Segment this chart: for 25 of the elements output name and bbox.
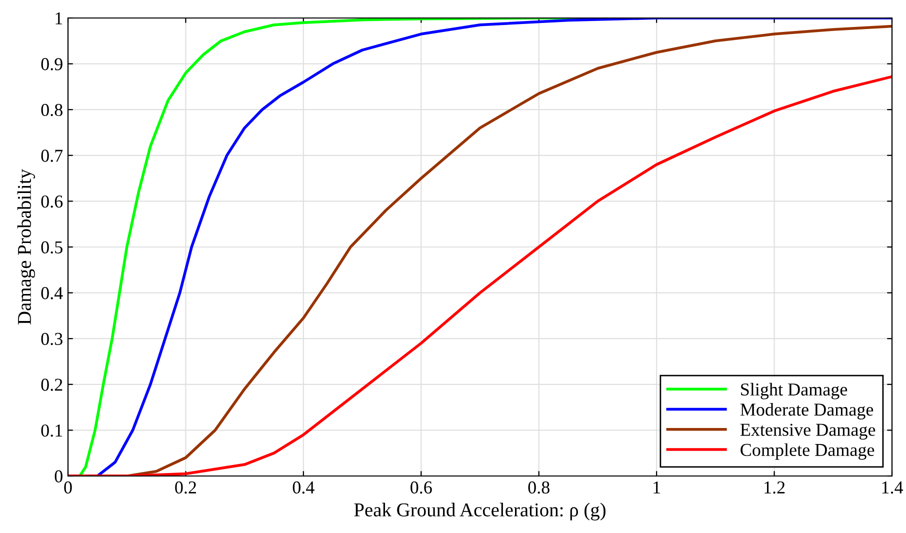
y-tick-label: 0.4: [41, 287, 63, 300]
legend-label: Extensive Damage: [740, 424, 876, 440]
legend-label: Complete Damage: [740, 443, 874, 460]
x-tick-label: 1.2: [764, 481, 785, 494]
y-tick-label: 0.6: [41, 195, 63, 208]
x-tick-label: 0.4: [292, 481, 314, 494]
x-tick-label: 0.8: [528, 481, 550, 494]
y-tick-label: 0.7: [41, 150, 63, 162]
y-tick-label: 0.3: [41, 332, 62, 346]
y-axis-title: Damage Probability: [17, 169, 36, 324]
y-tick-label: 0.1: [41, 424, 62, 437]
y-tick-label: 0: [54, 470, 62, 482]
legend-label: Slight Damage: [741, 382, 848, 400]
x-tick-label: 0: [64, 481, 72, 494]
x-tick-label: 0.2: [175, 481, 196, 494]
x-axis-title: Peak Ground Acceleration: ρ (g): [354, 502, 606, 520]
y-tick-label: 0.5: [41, 241, 62, 254]
y-tick-label: 0.9: [41, 58, 62, 70]
y-tick-label: 1: [56, 12, 62, 24]
x-tick-label: 1.4: [882, 481, 904, 494]
x-tick-label: 0.6: [410, 481, 432, 494]
legend-label: Moderate Damage: [740, 403, 874, 420]
y-tick-label: 0.2: [41, 378, 62, 391]
y-tick-label: 0.8: [41, 104, 62, 116]
x-tick-label: 1: [654, 481, 660, 494]
